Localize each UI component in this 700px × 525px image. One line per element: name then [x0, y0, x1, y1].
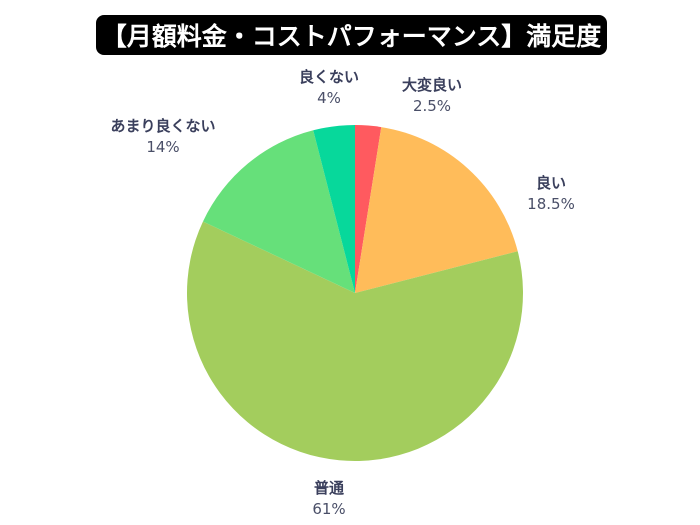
pie-slice — [355, 125, 382, 293]
label-not-so-good: あまり良くない 14% — [110, 117, 216, 156]
chart-title: 【月額料金・コストパフォーマンス】満足度 — [101, 22, 602, 51]
label-very-good: 大変良い 2.5% — [401, 76, 463, 115]
label-bad: 良くない 4% — [298, 68, 360, 107]
label-average: 普通 61% — [312, 479, 346, 518]
pie-slices — [187, 125, 524, 461]
pie-slice — [187, 221, 524, 461]
pie-slice — [202, 130, 355, 293]
chart-title-box: 【月額料金・コストパフォーマンス】満足度 — [96, 15, 607, 55]
label-good: 良い 18.5% — [527, 174, 575, 213]
pie-slice — [313, 125, 355, 293]
pie-slice — [355, 127, 518, 293]
